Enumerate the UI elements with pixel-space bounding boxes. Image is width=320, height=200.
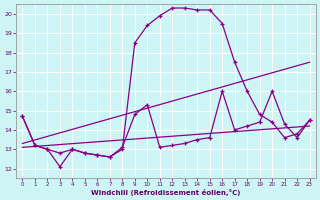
X-axis label: Windchill (Refroidissement éolien,°C): Windchill (Refroidissement éolien,°C) [91,189,241,196]
